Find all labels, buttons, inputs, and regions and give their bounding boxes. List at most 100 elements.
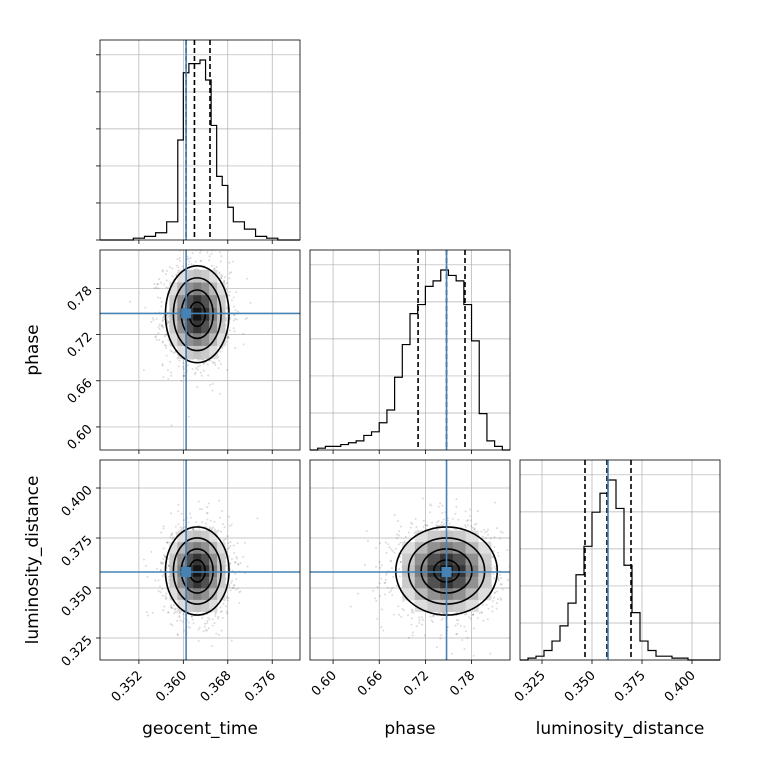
hist-panel-geocent_time bbox=[96, 39, 301, 244]
density-cell bbox=[177, 530, 186, 543]
sample-point bbox=[391, 549, 394, 552]
sample-point bbox=[226, 282, 229, 285]
sample-point bbox=[129, 300, 132, 303]
sample-point bbox=[496, 527, 499, 530]
sample-point bbox=[398, 534, 401, 537]
sample-point bbox=[187, 625, 190, 628]
2d-panel-geocent_time-luminosity_distance bbox=[96, 459, 301, 664]
density-cell bbox=[201, 333, 210, 347]
density-cell bbox=[452, 553, 467, 566]
sample-point bbox=[442, 523, 445, 526]
sample-point bbox=[356, 592, 359, 595]
sample-point bbox=[398, 613, 401, 616]
sample-point bbox=[455, 505, 458, 508]
sample-point bbox=[421, 618, 424, 621]
density-cell bbox=[209, 599, 218, 612]
sample-point bbox=[150, 321, 153, 324]
sample-point bbox=[464, 613, 467, 616]
density-cell bbox=[209, 295, 218, 309]
sample-point bbox=[208, 618, 211, 621]
sample-point bbox=[384, 581, 387, 584]
sample-point bbox=[378, 582, 381, 585]
sample-point bbox=[181, 265, 184, 268]
hist-panel-luminosity_distance bbox=[519, 459, 721, 664]
sample-point bbox=[178, 615, 181, 618]
sample-point bbox=[233, 330, 236, 333]
sample-point bbox=[218, 271, 221, 274]
density-cell bbox=[185, 576, 194, 589]
sample-point bbox=[164, 273, 167, 276]
sample-point bbox=[246, 277, 249, 280]
sample-point bbox=[489, 652, 492, 655]
sample-point bbox=[375, 547, 378, 550]
sample-point bbox=[218, 251, 221, 254]
sample-point bbox=[162, 573, 165, 576]
sample-point bbox=[219, 350, 222, 353]
sample-point bbox=[202, 369, 205, 372]
sample-point bbox=[167, 378, 170, 381]
sample-point bbox=[440, 634, 443, 637]
density-cell bbox=[217, 576, 226, 589]
sample-point bbox=[497, 554, 500, 557]
sample-point bbox=[229, 524, 232, 527]
density-cell bbox=[177, 295, 186, 309]
sample-point bbox=[372, 589, 375, 592]
density-cell bbox=[209, 320, 218, 334]
sample-point bbox=[209, 384, 212, 387]
sample-point bbox=[222, 539, 225, 542]
sample-point bbox=[225, 317, 228, 320]
sample-point bbox=[211, 382, 214, 385]
sample-point bbox=[381, 608, 384, 611]
sample-point bbox=[491, 555, 494, 558]
panel-frame bbox=[99, 249, 301, 451]
sample-point bbox=[384, 578, 387, 581]
sample-point bbox=[227, 597, 230, 600]
sample-point bbox=[170, 371, 173, 374]
sample-point bbox=[380, 577, 383, 580]
sample-point bbox=[390, 567, 393, 570]
panel-content bbox=[100, 250, 300, 450]
sample-point bbox=[159, 585, 162, 588]
hist-panel-phase bbox=[309, 249, 511, 454]
sample-point bbox=[398, 568, 401, 571]
x-axis-title-geocent_time: geocent_time bbox=[142, 719, 258, 739]
sample-point bbox=[192, 527, 195, 530]
sample-point bbox=[499, 597, 502, 600]
sample-point bbox=[228, 290, 231, 293]
density-cell bbox=[177, 282, 186, 296]
density-cell bbox=[185, 333, 194, 347]
sample-point bbox=[235, 555, 238, 558]
sample-point bbox=[465, 612, 468, 615]
sample-point bbox=[190, 615, 193, 618]
sample-point bbox=[162, 609, 165, 612]
sample-point bbox=[216, 617, 219, 620]
sample-point bbox=[244, 318, 247, 321]
sample-point bbox=[232, 327, 235, 330]
sample-point bbox=[174, 525, 177, 528]
sample-point bbox=[201, 521, 204, 524]
density-cell bbox=[177, 333, 186, 347]
density-cell bbox=[169, 576, 178, 589]
sample-point bbox=[197, 640, 200, 643]
sample-point bbox=[147, 614, 150, 617]
sample-point bbox=[393, 514, 396, 517]
sample-point bbox=[469, 617, 472, 620]
sample-point bbox=[171, 624, 174, 627]
sample-point bbox=[213, 361, 216, 364]
sample-point bbox=[165, 286, 168, 289]
sample-point bbox=[210, 264, 213, 267]
sample-point bbox=[167, 321, 170, 324]
sample-point bbox=[165, 596, 168, 599]
sample-point bbox=[219, 610, 222, 613]
sample-point bbox=[236, 587, 239, 590]
sample-point bbox=[430, 619, 433, 622]
sample-point bbox=[162, 376, 165, 379]
sample-point bbox=[493, 592, 496, 595]
sample-point bbox=[441, 504, 444, 507]
density-cell bbox=[217, 588, 226, 601]
sample-point bbox=[230, 271, 233, 274]
sample-point bbox=[186, 364, 189, 367]
sample-point bbox=[208, 259, 211, 262]
sample-point bbox=[225, 340, 228, 343]
sample-point bbox=[390, 587, 393, 590]
